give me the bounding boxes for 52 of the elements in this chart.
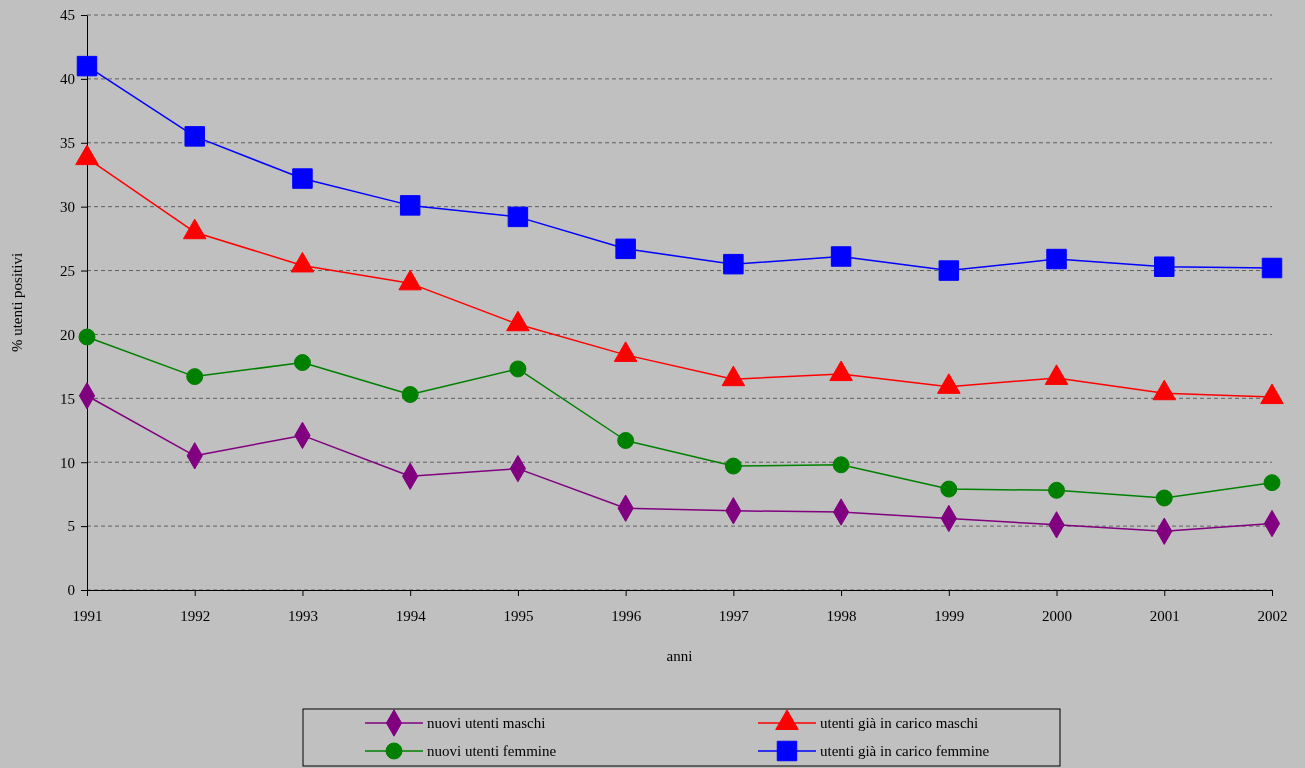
point <box>1046 248 1067 270</box>
x-tick-label: 1994 <box>395 607 427 624</box>
y-tick-label: 25 <box>60 262 75 279</box>
x-tick-label: 1995 <box>503 607 534 624</box>
y-tick-label: 45 <box>60 7 75 24</box>
y-tick-label: 15 <box>60 390 75 407</box>
y-tick-label: 40 <box>60 71 75 88</box>
point <box>1155 489 1173 507</box>
point <box>1261 257 1283 279</box>
point <box>509 360 527 378</box>
point <box>399 195 421 216</box>
x-tick-label: 1996 <box>611 607 642 624</box>
y-tick-label: 30 <box>60 198 75 215</box>
y-axis-title: % utenti positivi <box>9 252 25 353</box>
x-tick-label: 2000 <box>1042 607 1073 624</box>
legend-label: nuovi utenti maschi <box>427 715 546 731</box>
x-tick-label: 1997 <box>718 607 750 624</box>
point <box>1154 256 1175 277</box>
point <box>832 456 850 474</box>
x-tick-label: 1999 <box>934 607 965 624</box>
x-tick-label: 1993 <box>287 607 318 624</box>
point <box>940 480 958 498</box>
y-tick-label: 20 <box>60 326 75 343</box>
point <box>723 253 744 275</box>
legend-label: nuovi utenti femmine <box>427 743 557 759</box>
point <box>293 354 311 372</box>
point <box>617 432 635 449</box>
point <box>507 206 529 228</box>
point <box>292 168 313 189</box>
y-tick-label: 35 <box>60 135 75 152</box>
legend-label: utenti già in carico maschi <box>820 715 979 731</box>
x-tick-label: 1991 <box>72 607 103 624</box>
point <box>401 386 419 403</box>
point <box>186 368 204 386</box>
point <box>830 246 852 267</box>
point <box>184 126 205 147</box>
point <box>1263 474 1281 492</box>
x-tick-label: 2001 <box>1149 607 1180 624</box>
x-tick-label: 1998 <box>826 607 857 624</box>
x-tick-label: 2002 <box>1257 607 1288 624</box>
point <box>615 238 636 260</box>
point <box>724 457 742 475</box>
point <box>76 55 98 77</box>
x-tick-label: 1992 <box>180 607 211 624</box>
y-tick-label: 5 <box>67 518 75 535</box>
point <box>938 260 960 281</box>
point <box>78 328 96 346</box>
legend-label: utenti già in carico femmine <box>820 743 990 759</box>
x-axis-title: anni <box>666 648 693 664</box>
y-tick-label: 10 <box>60 454 75 471</box>
y-tick-label: 0 <box>67 582 75 599</box>
point <box>1048 481 1066 499</box>
